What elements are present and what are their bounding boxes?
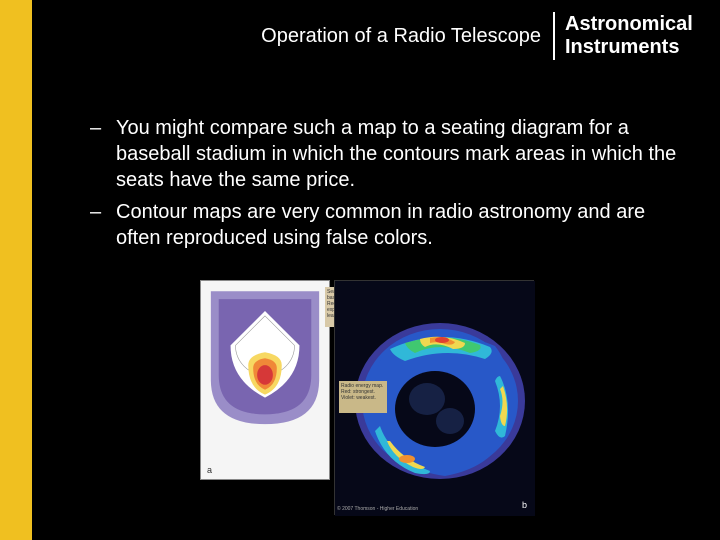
gold-sidebar bbox=[0, 0, 32, 540]
section-title: Operation of a Radio Telescope bbox=[40, 25, 553, 48]
radio-caption: Radio energy map. Red: strongest. Violet… bbox=[339, 381, 387, 413]
panel-letter-b: b bbox=[522, 500, 527, 510]
radio-map: Radio energy map. Red: strongest. Violet… bbox=[334, 280, 534, 515]
panel-letter-a: a bbox=[207, 465, 212, 475]
figure-area: Seat prices in a baseball stadium. Red: … bbox=[200, 280, 550, 525]
bullet-item: You might compare such a map to a seatin… bbox=[60, 115, 680, 193]
slide-header: Operation of a Radio Telescope Astronomi… bbox=[40, 12, 710, 60]
stadium-svg bbox=[201, 281, 329, 430]
stadium-diagram: Seat prices in a baseball stadium. Red: … bbox=[200, 280, 330, 480]
chapter-title: Astronomical Instruments bbox=[555, 13, 710, 59]
figure-credit: © 2007 Thomson - Higher Education bbox=[337, 506, 418, 512]
slide-content: You might compare such a map to a seatin… bbox=[60, 115, 680, 257]
bullet-item: Contour maps are very common in radio as… bbox=[60, 199, 680, 251]
